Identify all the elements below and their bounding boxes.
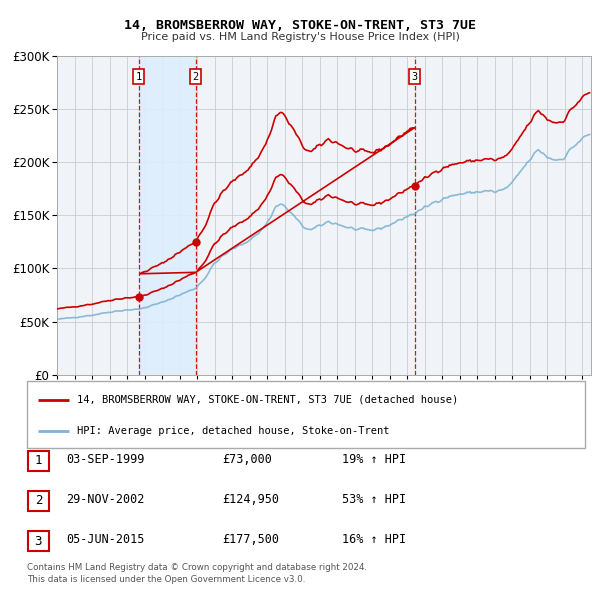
Text: 3: 3 xyxy=(35,535,42,548)
Text: 29-NOV-2002: 29-NOV-2002 xyxy=(66,493,145,506)
Text: HPI: Average price, detached house, Stoke-on-Trent: HPI: Average price, detached house, Stok… xyxy=(77,426,390,436)
Text: 19% ↑ HPI: 19% ↑ HPI xyxy=(342,453,406,466)
Text: 2: 2 xyxy=(193,72,199,82)
Text: This data is licensed under the Open Government Licence v3.0.: This data is licensed under the Open Gov… xyxy=(27,575,305,584)
Text: £73,000: £73,000 xyxy=(222,453,272,466)
Text: 1: 1 xyxy=(35,454,42,467)
Text: 2: 2 xyxy=(35,494,42,507)
Text: 14, BROMSBERROW WAY, STOKE-ON-TRENT, ST3 7UE (detached house): 14, BROMSBERROW WAY, STOKE-ON-TRENT, ST3… xyxy=(77,395,458,405)
Text: 03-SEP-1999: 03-SEP-1999 xyxy=(66,453,145,466)
Text: £124,950: £124,950 xyxy=(222,493,279,506)
Text: 05-JUN-2015: 05-JUN-2015 xyxy=(66,533,145,546)
Text: Contains HM Land Registry data © Crown copyright and database right 2024.: Contains HM Land Registry data © Crown c… xyxy=(27,563,367,572)
Text: 53% ↑ HPI: 53% ↑ HPI xyxy=(342,493,406,506)
Text: 16% ↑ HPI: 16% ↑ HPI xyxy=(342,533,406,546)
Text: Price paid vs. HM Land Registry's House Price Index (HPI): Price paid vs. HM Land Registry's House … xyxy=(140,32,460,42)
Text: 14, BROMSBERROW WAY, STOKE-ON-TRENT, ST3 7UE: 14, BROMSBERROW WAY, STOKE-ON-TRENT, ST3… xyxy=(124,19,476,32)
Text: 1: 1 xyxy=(136,72,142,82)
Text: £177,500: £177,500 xyxy=(222,533,279,546)
Bar xyxy=(139,56,196,375)
Text: 3: 3 xyxy=(412,72,418,82)
